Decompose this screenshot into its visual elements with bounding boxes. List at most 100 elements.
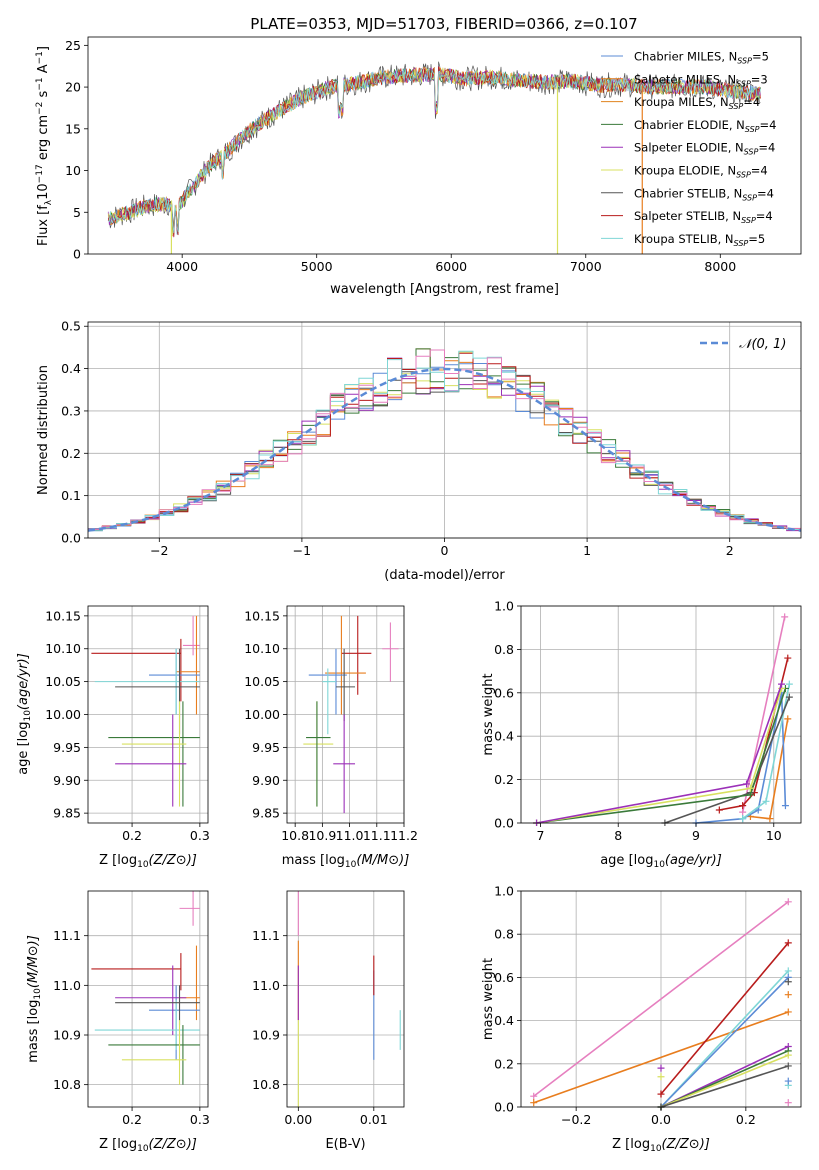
x-tick-label: 0.0 <box>651 1112 671 1127</box>
errorbar-point <box>333 714 356 814</box>
legend-label: Chabrier STELIB, NSSP=4 <box>634 186 774 202</box>
weight-marker <box>657 1073 665 1081</box>
x-tick-label: 0.2 <box>122 828 142 843</box>
x-tick-label: −2 <box>150 543 168 558</box>
weight-marker <box>784 967 792 975</box>
y-axis-label: mass [log10(M/M⊙)] <box>26 935 43 1063</box>
weight-marker <box>739 802 747 810</box>
y-tick-label: 0.2 <box>494 772 514 787</box>
frame-weight_vs_Z: −0.2 0.0 0.2 0.0 0.2 0.4 0.6 0.8 1.0 Z [log10(Z/Z… <box>481 884 802 1154</box>
weight-marker <box>657 1064 665 1072</box>
x-axis-label: mass [log10(M/M⊙)] <box>282 853 410 870</box>
y-tick-label: 0.8 <box>494 927 514 942</box>
figure-title: PLATE=0353, MJD=51703, FIBERID=0366, z=0… <box>250 15 637 33</box>
plot-area-mass_vs_ebv <box>297 891 401 1107</box>
weight-marker <box>778 680 786 688</box>
plot-area-weight_vs_age <box>533 613 793 826</box>
weight-series <box>660 976 789 1108</box>
histogram-series <box>88 349 801 533</box>
weight-series <box>719 657 789 811</box>
y-tick-label: 10.00 <box>244 707 280 722</box>
panel-residuals: −2 −1 0 1 2 0.0 0.1 0.2 0.3 0.4 0.5 (data-model)/er… <box>36 319 802 583</box>
errorbar-point <box>115 714 187 807</box>
weight-marker <box>739 815 747 823</box>
x-tick-label: 0 <box>441 543 449 558</box>
weight-marker <box>766 815 774 823</box>
x-tick-label: 0.00 <box>284 1112 312 1127</box>
spectrum-series <box>107 67 761 234</box>
errorbar-point <box>94 1000 200 1050</box>
x-tick-label: 10.9 <box>308 828 336 843</box>
y-tick-label: 11.0 <box>53 978 81 993</box>
y-tick-label: 0.6 <box>494 970 514 985</box>
x-tick-label: 7000 <box>570 259 602 274</box>
y-tick-label: 10.10 <box>244 641 280 656</box>
legend: Chabrier MILES, NSSP=5 Salpeter MILES, NS… <box>601 50 776 248</box>
y-tick-label: 0.2 <box>61 446 81 461</box>
spectrum-lines <box>107 61 761 254</box>
x-tick-label: −1 <box>293 543 311 558</box>
weight-marker <box>781 613 789 621</box>
y-tick-label: 15 <box>65 121 81 136</box>
x-tick-label: 6000 <box>435 259 467 274</box>
frame-residuals: −2 −1 0 1 2 0.0 0.1 0.2 0.3 0.4 0.5 (data-model)/er… <box>36 319 802 583</box>
legend-label: 𝒩(0, 1) <box>739 337 786 352</box>
errorbars <box>91 615 200 807</box>
x-tick-label: 2 <box>726 543 734 558</box>
frame-mass_vs_ebv: 0.00 0.01 10.8 10.9 11.0 11.1 E(B-V) <box>252 890 405 1152</box>
y-tick-label: 10.00 <box>45 707 81 722</box>
panel-age_vs_mass: 10.8 10.9 11.0 11.1 11.2 9.85 9.90 9.95 10.00 10.… <box>244 605 418 870</box>
y-tick-label: 0.1 <box>61 488 81 503</box>
weight-marker <box>530 1092 538 1100</box>
x-axis-label: E(B-V) <box>325 1137 365 1152</box>
errorbars <box>297 891 401 1107</box>
x-tick-label: 0.01 <box>360 1112 388 1127</box>
x-tick-label: 0.2 <box>122 1112 142 1127</box>
plot-area-residuals <box>88 348 801 533</box>
weight-marker <box>657 1090 665 1098</box>
errorbar-point <box>382 622 399 682</box>
y-tick-label: 1.0 <box>494 599 514 614</box>
weight-marker <box>762 797 770 805</box>
errorbar-point <box>179 891 200 926</box>
weight-series <box>660 942 789 1095</box>
weight-marker <box>785 693 793 701</box>
weight-marker <box>784 715 792 723</box>
y-tick-label: 10.05 <box>244 674 280 689</box>
x-axis-label: age [log10(age/yr)] <box>600 853 722 870</box>
y-tick-label: 0.4 <box>494 729 514 744</box>
y-tick-label: 11.1 <box>252 928 280 943</box>
errorbar-point <box>108 701 200 807</box>
y-tick-label: 9.95 <box>53 740 81 755</box>
axes-frame <box>87 890 209 1108</box>
plot-area-weight_vs_Z <box>530 898 792 1110</box>
errorbar-point <box>91 953 182 991</box>
weight-series <box>741 616 786 813</box>
x-tick-label: 0.3 <box>190 1112 210 1127</box>
y-axis-label: Flux [fλ10−17 erg cm−2 s−1 A−1] <box>35 46 54 246</box>
errorbars <box>303 615 399 814</box>
weight-series <box>533 1011 789 1104</box>
weight-series <box>660 1054 789 1108</box>
errorbar-point <box>108 1025 200 1085</box>
x-tick-label: 11.2 <box>390 828 418 843</box>
y-tick-label: 10.8 <box>53 1077 81 1092</box>
weight-marker <box>785 680 793 688</box>
weight-lines <box>533 613 793 826</box>
y-tick-label: 0.6 <box>494 685 514 700</box>
x-axis-label: Z [log10(Z/Z⊙)] <box>612 1137 710 1154</box>
y-tick-label: 9.90 <box>53 773 81 788</box>
x-axis-label: Z [log10(Z/Z⊙)] <box>99 853 197 870</box>
plot-area-spectrum <box>107 61 761 254</box>
panel-spectrum: 4000 5000 6000 7000 8000 0 5 10 15 20 25 wavelength… <box>35 36 802 297</box>
x-tick-label: 8 <box>614 828 622 843</box>
panel-weight_vs_Z: −0.2 0.0 0.2 0.0 0.2 0.4 0.6 0.8 1.0 Z [log10(Z/Z… <box>481 884 802 1154</box>
axes-frame <box>87 605 209 824</box>
x-tick-label: 11.0 <box>336 828 364 843</box>
y-tick-label: 10.9 <box>252 1028 280 1043</box>
weight-series <box>660 1065 789 1108</box>
errorbar-point <box>306 701 331 807</box>
x-tick-label: 5000 <box>301 259 333 274</box>
errorbar-point <box>322 668 336 735</box>
x-tick-label: 10.8 <box>281 828 309 843</box>
